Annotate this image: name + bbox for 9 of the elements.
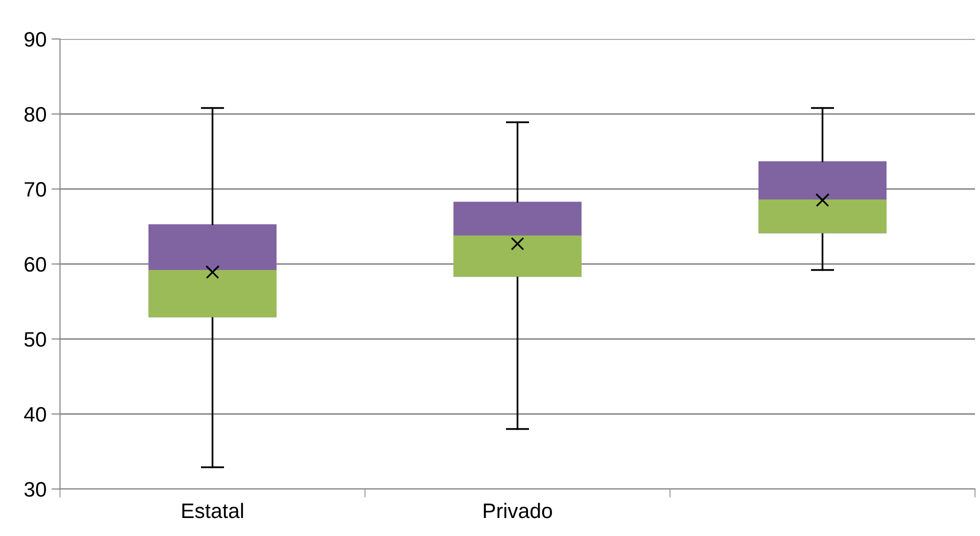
y-tick-label: 40: [24, 407, 46, 422]
x-tick-label: Privado: [484, 502, 552, 518]
x-tick-label: Estatal: [182, 502, 243, 518]
y-tick-label: 90: [24, 32, 46, 47]
y-tick-label: 70: [24, 182, 46, 197]
y-tick-label: 30: [24, 482, 46, 497]
y-tick-label: 60: [24, 257, 46, 272]
y-tick-label: 50: [24, 332, 46, 347]
y-tick-label: 80: [24, 107, 46, 122]
